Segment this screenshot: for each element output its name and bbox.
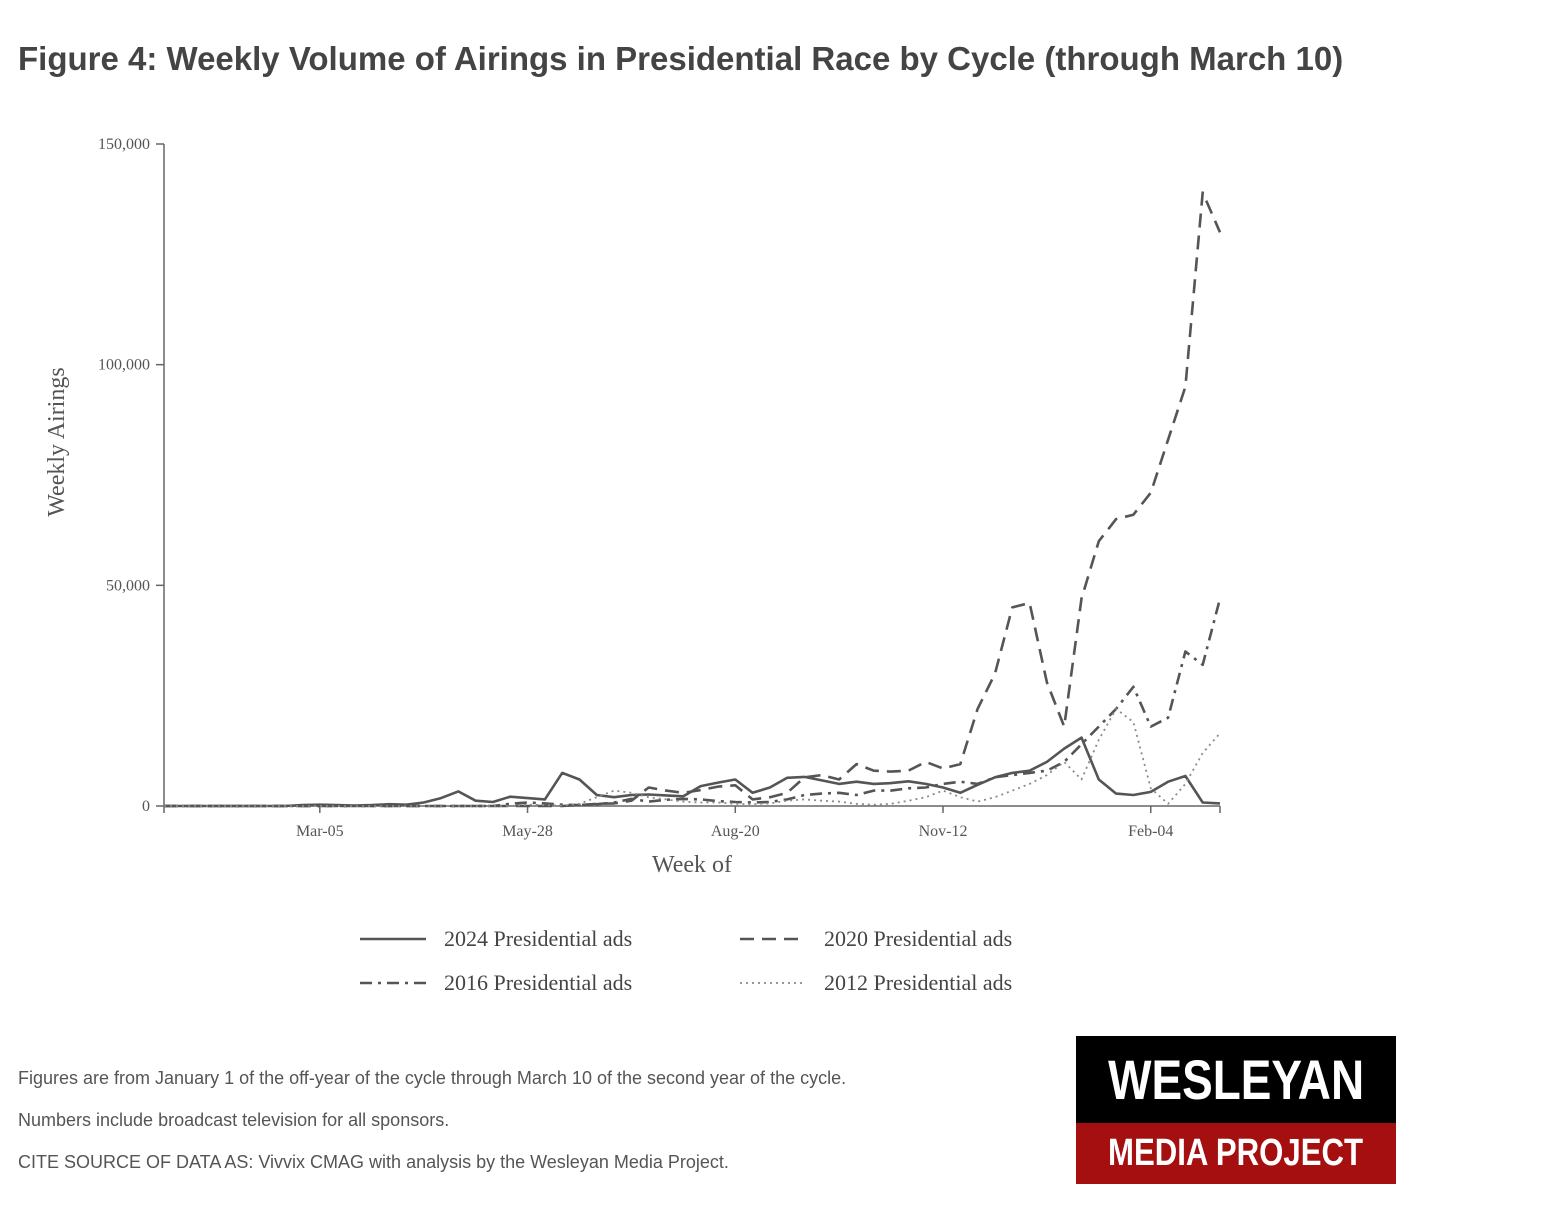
logo-line-1: WESLEYAN [1107, 1048, 1365, 1111]
x-tick-label: Mar-05 [296, 823, 344, 840]
x-tick-label: May-28 [502, 823, 553, 840]
legend-label: 2012 Presidential ads [824, 970, 1012, 995]
series-line-2016 [164, 598, 1222, 808]
y-axis-title: Weekly Airings [44, 367, 70, 516]
note-citation: CITE SOURCE OF DATA AS: Vivvix CMAG with… [18, 1152, 729, 1172]
note-broadcast: Numbers include broadcast television for… [18, 1110, 450, 1130]
legend-label: 2020 Presidential ads [824, 926, 1012, 951]
y-tick-label: 0 [142, 798, 150, 815]
y-tick-label: 150,000 [98, 136, 150, 153]
chart-axes: 0 50,000 100,000 150,000 Mar-05 May-28 Aug-20 N… [44, 136, 1221, 878]
chart-title: Figure 4: Weekly Volume of Airings in Pr… [18, 40, 1344, 77]
note-date-range: Figures are from January 1 of the off-ye… [18, 1068, 847, 1088]
line-chart: 0 50,000 100,000 150,000 Mar-05 May-28 Aug-20 N… [44, 136, 1222, 995]
chart-series [164, 191, 1222, 808]
legend-label: 2024 Presidential ads [444, 926, 632, 951]
x-axis-title: Week of [652, 852, 732, 878]
series-line-2024 [164, 736, 1221, 808]
wesleyan-media-project-logo: WESLEYAN MEDIA PROJECT [1076, 1036, 1396, 1184]
series-line-2012 [164, 708, 1221, 807]
x-tick-label: Nov-12 [919, 823, 968, 840]
y-tick-label: 100,000 [98, 357, 150, 374]
y-tick-label: 50,000 [106, 577, 150, 594]
series-line-2020 [164, 191, 1222, 808]
x-tick-label: Feb-04 [1128, 823, 1173, 840]
x-tick-label: Aug-20 [711, 823, 760, 840]
legend-label: 2016 Presidential ads [444, 970, 632, 995]
logo-line-2: MEDIA PROJECT [1108, 1132, 1364, 1174]
chart-legend: 2024 Presidential ads 2020 Presidential a… [360, 926, 1012, 995]
